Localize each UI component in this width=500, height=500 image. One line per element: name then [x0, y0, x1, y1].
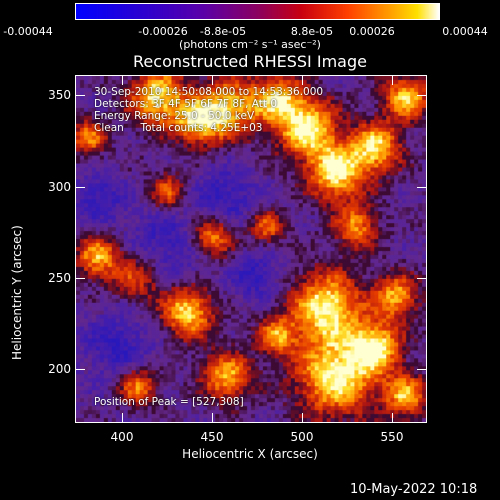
tick-mark [76, 278, 85, 279]
y-tick-label: 250 [48, 271, 71, 285]
info-detectors: Detectors: 3F 4F 5F 6F 7F 8F, Att 0 [94, 98, 278, 110]
colorbar-tick-label: -8.8e-05 [199, 25, 247, 38]
tick-mark [76, 95, 85, 96]
y-tick-label: 350 [48, 88, 71, 102]
info-total-counts: Clean Total counts: 4.25E+03 [94, 122, 263, 134]
colorbar-tick-label: 0.00026 [349, 25, 395, 38]
y-axis-label: Heliocentric Y (arcsec) [10, 225, 24, 360]
tick-mark [76, 369, 85, 370]
tick-mark [212, 76, 213, 85]
peak-position-label: Position of Peak = [527,308] [94, 396, 244, 408]
tick-mark [392, 413, 393, 422]
x-tick-label: 450 [200, 430, 224, 444]
image-title: Reconstructed RHESSI Image [133, 52, 367, 71]
image-plot: 30-Sep-2010 14:50:08.000 to 14:53:36.000… [75, 75, 427, 423]
info-time-range: 30-Sep-2010 14:50:08.000 to 14:53:36.000 [94, 86, 324, 98]
timestamp: 10-May-2022 10:18 [350, 482, 478, 497]
x-tick-label: 550 [380, 430, 404, 444]
tick-mark [122, 76, 123, 85]
x-tick-label: 500 [290, 430, 314, 444]
info-energy-range: Energy Range: 25.0 - 50.0 keV [94, 110, 255, 122]
tick-mark [76, 187, 85, 188]
colorbar-tick-label: -0.00026 [138, 25, 188, 38]
tick-mark [417, 187, 426, 188]
colorbar-tick-label: 0.00044 [442, 25, 488, 38]
tick-mark [212, 413, 213, 422]
tick-mark [302, 76, 303, 85]
colorbar-units: (photons cm⁻² s⁻¹ asec⁻²) [179, 38, 321, 51]
tick-mark [417, 278, 426, 279]
y-tick-label: 200 [48, 362, 71, 376]
tick-mark [417, 95, 426, 96]
colorbar [75, 3, 440, 20]
tick-mark [417, 369, 426, 370]
heatmap-image [76, 76, 426, 422]
colorbar-tick-label: -0.00044 [3, 25, 53, 38]
tick-mark [392, 76, 393, 85]
x-tick-label: 400 [110, 430, 134, 444]
x-axis-label: Heliocentric X (arcsec) [182, 447, 318, 461]
tick-mark [302, 413, 303, 422]
tick-mark [122, 413, 123, 422]
colorbar-tick-label: 8.8e-05 [290, 25, 334, 38]
y-tick-label: 300 [48, 180, 71, 194]
